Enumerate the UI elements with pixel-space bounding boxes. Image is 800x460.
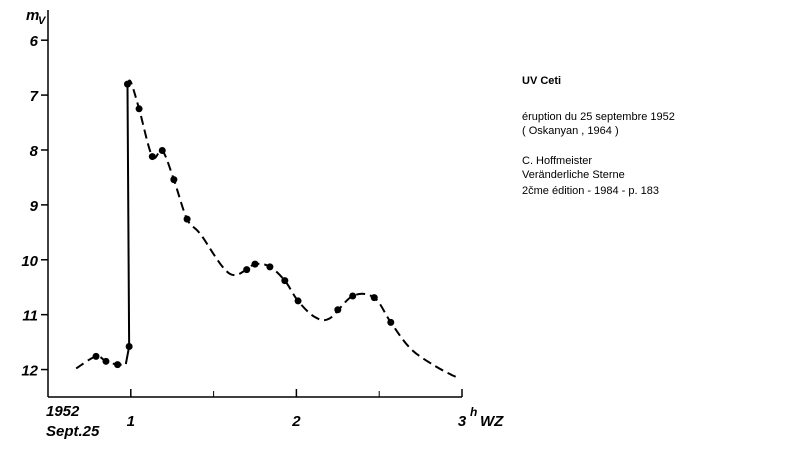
data-point bbox=[148, 153, 156, 161]
note: 2čme édition - 1984 - p. 183 bbox=[522, 185, 659, 197]
date-label: 1952 bbox=[46, 403, 80, 420]
y-label-sub: V bbox=[38, 15, 47, 27]
data-point bbox=[123, 80, 131, 88]
curve bbox=[124, 84, 131, 365]
y-tick-label: 12 bbox=[21, 363, 38, 380]
x-tick-label: 2 bbox=[291, 413, 301, 430]
curve bbox=[126, 79, 460, 380]
data-point bbox=[158, 147, 166, 155]
x-tick-label: 3 bbox=[458, 413, 467, 430]
note: Veränderliche Sterne bbox=[522, 169, 625, 181]
y-tick-label: 6 bbox=[30, 33, 39, 50]
x-label: WZ bbox=[480, 413, 504, 430]
data-point bbox=[102, 357, 110, 365]
date-label: Sept.25 bbox=[46, 423, 100, 440]
y-tick-label: 11 bbox=[22, 308, 38, 325]
data-point bbox=[370, 294, 378, 302]
y-tick-label: 7 bbox=[30, 88, 39, 105]
data-point bbox=[294, 297, 302, 305]
data-point bbox=[135, 105, 143, 113]
x-label-sup: h bbox=[470, 405, 477, 419]
x-tick-label: 1 bbox=[127, 413, 135, 430]
note-title: UV Ceti bbox=[522, 75, 561, 87]
data-point bbox=[92, 352, 100, 360]
data-point bbox=[170, 176, 178, 184]
y-tick-label: 8 bbox=[30, 143, 39, 160]
data-point bbox=[125, 342, 133, 350]
data-point bbox=[114, 361, 122, 369]
data-point bbox=[183, 215, 191, 223]
data-point bbox=[266, 263, 274, 271]
note: ( Oskanyan , 1964 ) bbox=[522, 125, 619, 137]
data-point bbox=[243, 266, 251, 274]
note: C. Hoffmeister bbox=[522, 155, 592, 167]
y-label: m bbox=[26, 7, 39, 24]
data-point bbox=[281, 277, 289, 285]
y-tick-label: 9 bbox=[30, 198, 39, 215]
y-tick-label: 10 bbox=[21, 253, 38, 270]
data-point bbox=[349, 292, 357, 300]
data-point bbox=[251, 260, 259, 268]
data-point bbox=[387, 318, 395, 326]
note: éruption du 25 septembre 1952 bbox=[522, 111, 675, 123]
data-point bbox=[334, 306, 342, 314]
